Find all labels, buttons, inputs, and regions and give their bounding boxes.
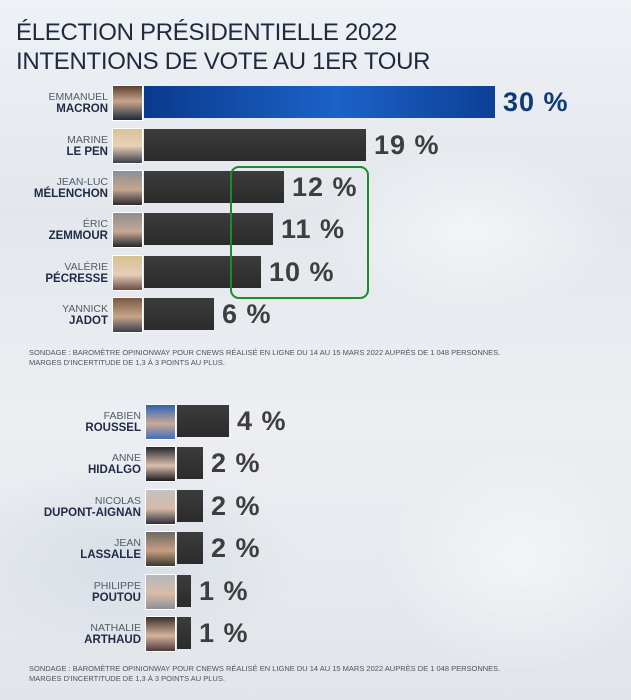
- candidate-name: FABIEN ROUSSEL: [31, 410, 141, 434]
- vote-bar: [177, 617, 191, 649]
- vote-bar: [177, 490, 203, 522]
- chart-title-line2: INTENTIONS DE VOTE AU 1ER TOUR: [16, 48, 431, 75]
- poll-source-line: SONDAGE : BAROMÈTRE OPINIONWAY POUR CNEW…: [29, 664, 501, 673]
- vote-bar: [144, 213, 273, 245]
- candidate-name: JEAN LASSALLE: [31, 537, 141, 561]
- vote-percentage: 30 %: [503, 87, 569, 117]
- candidate-first-name: ANNE: [111, 452, 141, 464]
- candidate-photo: [145, 446, 176, 482]
- candidate-last-name: JADOT: [69, 315, 108, 327]
- candidate-name: NICOLAS DUPONT-AIGNAN: [31, 495, 141, 519]
- vote-percentage: 12 %: [292, 172, 358, 202]
- vote-percentage: 19 %: [374, 130, 440, 160]
- vote-bar: [177, 575, 191, 607]
- candidate-photo: [145, 616, 176, 652]
- vote-percentage: 2 %: [211, 448, 261, 478]
- candidate-photo: [112, 170, 143, 206]
- vote-percentage: 4 %: [237, 406, 287, 436]
- candidate-name: EMMANUEL MACRON: [0, 91, 108, 115]
- vote-percentage: 11 %: [281, 214, 346, 244]
- vote-bar: [144, 86, 495, 118]
- candidate-photo: [112, 297, 143, 333]
- candidate-last-name: DUPONT-AIGNAN: [43, 507, 141, 519]
- vote-bar: [144, 129, 366, 161]
- candidate-last-name: MÉLENCHON: [33, 188, 108, 200]
- candidate-photo: [145, 574, 176, 610]
- candidate-photo: [112, 85, 143, 121]
- highlight-box: [230, 166, 369, 299]
- candidate-photo: [112, 128, 143, 164]
- candidate-last-name: ROUSSEL: [85, 422, 141, 434]
- poll-source-note-top: SONDAGE : BAROMÈTRE OPINIONWAY POUR CNEW…: [29, 348, 549, 368]
- candidate-last-name: ARTHAUD: [84, 634, 141, 646]
- candidate-name: ANNE HIDALGO: [31, 452, 141, 476]
- candidate-photo: [112, 255, 143, 291]
- candidate-last-name: ZEMMOUR: [48, 230, 108, 242]
- vote-bar: [144, 298, 214, 330]
- vote-percentage: 1 %: [199, 618, 249, 648]
- candidate-first-name: ÉRIC: [82, 218, 108, 230]
- candidate-first-name: JEAN: [114, 537, 141, 549]
- candidate-name: YANNICK JADOT: [0, 303, 108, 327]
- candidate-first-name: FABIEN: [103, 410, 141, 422]
- vote-bar: [177, 405, 229, 437]
- poll-source-note-bottom: SONDAGE : BAROMÈTRE OPINIONWAY POUR CNEW…: [29, 664, 549, 684]
- margin-of-error-line: MARGES D'INCERTITUDE DE 1,3 À 3 POINTS A…: [29, 358, 225, 367]
- chart-title-line1: ÉLECTION PRÉSIDENTIELLE 2022: [16, 19, 398, 46]
- candidate-first-name: VALÉRIE: [64, 261, 108, 273]
- candidate-first-name: JEAN-LUC: [56, 176, 108, 188]
- candidate-photo: [145, 531, 176, 567]
- vote-bar: [144, 171, 284, 203]
- candidate-photo: [112, 212, 143, 248]
- candidate-last-name: HIDALGO: [87, 464, 141, 476]
- candidate-photo: [145, 404, 176, 440]
- candidate-name: ÉRIC ZEMMOUR: [0, 218, 108, 242]
- vote-percentage: 6 %: [222, 299, 272, 329]
- vote-percentage: 2 %: [211, 491, 261, 521]
- candidate-last-name: LASSALLE: [80, 549, 141, 561]
- candidate-first-name: MARINE: [67, 134, 108, 146]
- candidate-name: VALÉRIE PÉCRESSE: [0, 261, 108, 285]
- candidate-last-name: MACRON: [56, 103, 108, 115]
- candidate-photo: [145, 489, 176, 525]
- vote-percentage: 10 %: [269, 257, 335, 287]
- candidate-first-name: EMMANUEL: [48, 91, 108, 103]
- candidate-last-name: LE PEN: [66, 146, 108, 158]
- candidate-name: MARINE LE PEN: [0, 134, 108, 158]
- candidate-first-name: NICOLAS: [94, 495, 141, 507]
- vote-bar: [177, 447, 203, 479]
- vote-bar: [177, 532, 203, 564]
- candidate-last-name: PÉCRESSE: [45, 273, 108, 285]
- vote-percentage: 2 %: [211, 533, 261, 563]
- candidate-name: NATHALIE ARTHAUD: [31, 622, 141, 646]
- vote-bar: [144, 256, 261, 288]
- candidate-first-name: YANNICK: [62, 303, 108, 315]
- poll-source-line: SONDAGE : BAROMÈTRE OPINIONWAY POUR CNEW…: [29, 348, 501, 357]
- candidate-first-name: NATHALIE: [90, 622, 141, 634]
- candidate-first-name: PHILIPPE: [93, 580, 141, 592]
- candidate-name: JEAN-LUC MÉLENCHON: [0, 176, 108, 200]
- margin-of-error-line: MARGES D'INCERTITUDE DE 1,3 À 3 POINTS A…: [29, 674, 225, 683]
- candidate-name: PHILIPPE POUTOU: [31, 580, 141, 604]
- vote-percentage: 1 %: [199, 576, 249, 606]
- candidate-last-name: POUTOU: [92, 592, 141, 604]
